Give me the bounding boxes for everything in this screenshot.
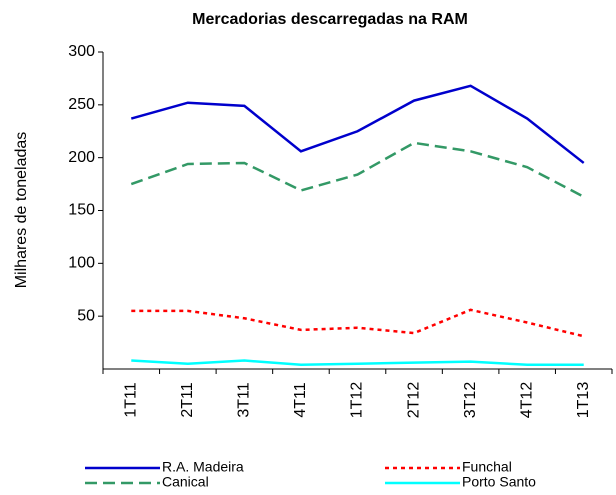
series-line: [130, 84, 585, 164]
x-tick-label: 1T12: [349, 382, 366, 419]
legend-label: R.A. Madeira: [162, 459, 244, 475]
legend-label: Funchal: [462, 459, 512, 475]
x-tick-label: 4T11: [292, 382, 309, 417]
y-axis-label: Milhares de toneladas: [13, 132, 30, 289]
y-tick-label: 150: [68, 202, 95, 219]
y-tick-label: 250: [68, 96, 95, 113]
y-tick-label: 300: [68, 43, 95, 60]
x-tick-label: 2T11: [179, 382, 196, 417]
x-tick-label: 2T12: [405, 382, 422, 419]
y-tick-label: 200: [68, 149, 95, 166]
y-tick-label: 50: [77, 307, 95, 324]
y-tick-label: 100: [68, 255, 95, 272]
series-line: [131, 308, 585, 338]
series-line: [131, 359, 584, 367]
x-tick-label: 3T11: [236, 382, 253, 417]
x-tick-label: 1T13: [575, 382, 592, 419]
x-tick-label: 4T12: [518, 382, 535, 419]
legend-label: Canical: [162, 474, 209, 490]
legend-label: Porto Santo: [462, 474, 536, 490]
chart-title: Mercadorias descarregadas na RAM: [192, 11, 468, 28]
series-line: [130, 141, 585, 198]
x-tick-label: 3T12: [462, 382, 479, 419]
x-tick-label: 1T11: [122, 382, 139, 417]
